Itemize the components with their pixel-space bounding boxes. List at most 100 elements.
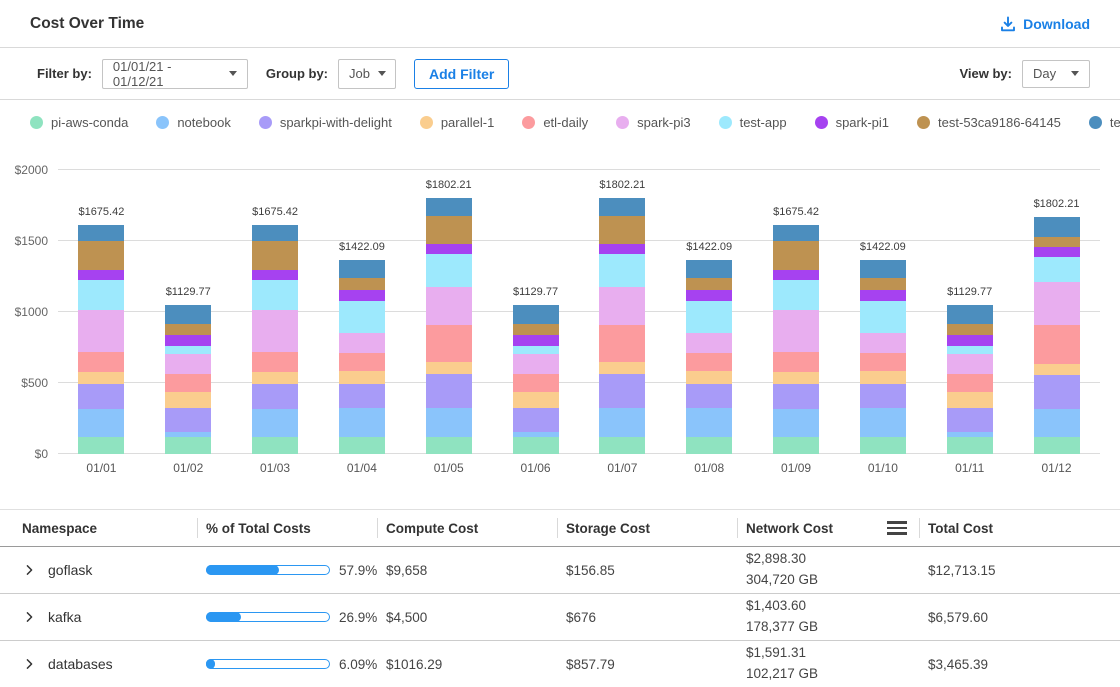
bar-segment-etl-daily[interactable] bbox=[860, 353, 906, 372]
bar-segment-pi-aws-conda[interactable] bbox=[686, 437, 732, 454]
legend-item-spark-pi3[interactable]: spark-pi3 bbox=[616, 115, 690, 130]
bar-segment-parallel-1[interactable] bbox=[860, 371, 906, 383]
bar-segment-test-pkix[interactable] bbox=[1034, 217, 1080, 237]
legend-item-pi-aws-conda[interactable]: pi-aws-conda bbox=[30, 115, 128, 130]
bar-segment-test-pkix[interactable] bbox=[513, 305, 559, 323]
group-by-select[interactable]: Job bbox=[338, 59, 396, 89]
legend-item-spark-pi1[interactable]: spark-pi1 bbox=[815, 115, 889, 130]
chevron-right-icon[interactable] bbox=[24, 658, 35, 670]
stacked-bar-01/06[interactable] bbox=[513, 305, 559, 454]
bar-segment-etl-daily[interactable] bbox=[947, 374, 993, 392]
bar-segment-notebook[interactable] bbox=[339, 408, 385, 437]
bar-segment-test-53ca9186-64145[interactable] bbox=[1034, 237, 1080, 247]
stacked-bar-01/05[interactable] bbox=[426, 198, 472, 454]
bar-segment-test-pkix[interactable] bbox=[426, 198, 472, 216]
legend-item-test-53ca9186-64145[interactable]: test-53ca9186-64145 bbox=[917, 115, 1061, 130]
bar-segment-test-pkix[interactable] bbox=[860, 260, 906, 278]
bar-segment-parallel-1[interactable] bbox=[513, 392, 559, 408]
bar-segment-test-53ca9186-64145[interactable] bbox=[860, 278, 906, 290]
bar-segment-parallel-1[interactable] bbox=[773, 372, 819, 385]
legend-item-parallel-1[interactable]: parallel-1 bbox=[420, 115, 494, 130]
bar-segment-spark-pi3[interactable] bbox=[426, 287, 472, 325]
stacked-bar-01/10[interactable] bbox=[860, 260, 906, 454]
bar-segment-notebook[interactable] bbox=[252, 409, 298, 437]
column-header-%-of-total-costs[interactable]: % of Total Costs bbox=[197, 510, 377, 546]
view-by-select[interactable]: Day bbox=[1022, 60, 1090, 88]
bar-segment-etl-daily[interactable] bbox=[426, 325, 472, 362]
bar-segment-sparkpi-with-delight[interactable] bbox=[773, 384, 819, 408]
bar-segment-test-app[interactable] bbox=[599, 254, 645, 287]
bar-segment-sparkpi-with-delight[interactable] bbox=[947, 408, 993, 432]
bar-segment-spark-pi3[interactable] bbox=[252, 310, 298, 352]
stacked-bar-01/11[interactable] bbox=[947, 305, 993, 454]
stacked-bar-01/07[interactable] bbox=[599, 198, 645, 454]
bar-segment-pi-aws-conda[interactable] bbox=[426, 437, 472, 454]
bar-segment-notebook[interactable] bbox=[599, 408, 645, 437]
bar-segment-test-app[interactable] bbox=[426, 254, 472, 287]
bar-segment-pi-aws-conda[interactable] bbox=[165, 437, 211, 454]
bar-segment-etl-daily[interactable] bbox=[252, 352, 298, 372]
column-header-storage-cost[interactable]: Storage Cost bbox=[557, 510, 737, 546]
bar-segment-test-pkix[interactable] bbox=[773, 225, 819, 241]
bar-segment-etl-daily[interactable] bbox=[599, 325, 645, 362]
bar-segment-pi-aws-conda[interactable] bbox=[339, 437, 385, 454]
bar-segment-sparkpi-with-delight[interactable] bbox=[860, 384, 906, 408]
stacked-bar-01/09[interactable] bbox=[773, 225, 819, 454]
bar-segment-sparkpi-with-delight[interactable] bbox=[1034, 375, 1080, 408]
bar-segment-notebook[interactable] bbox=[773, 409, 819, 437]
bar-segment-pi-aws-conda[interactable] bbox=[78, 437, 124, 454]
bar-segment-test-app[interactable] bbox=[78, 280, 124, 310]
add-filter-button[interactable]: Add Filter bbox=[414, 59, 509, 89]
bar-segment-etl-daily[interactable] bbox=[165, 374, 211, 392]
bar-segment-etl-daily[interactable] bbox=[513, 374, 559, 392]
bar-segment-notebook[interactable] bbox=[78, 409, 124, 437]
bar-segment-parallel-1[interactable] bbox=[339, 371, 385, 383]
table-row-databases[interactable]: databases6.09%$1016.29$857.79$1,591.3110… bbox=[0, 641, 1120, 687]
stacked-bar-01/08[interactable] bbox=[686, 260, 732, 454]
column-header-namespace[interactable]: Namespace bbox=[0, 510, 197, 546]
bar-segment-test-53ca9186-64145[interactable] bbox=[513, 324, 559, 335]
legend-item-etl-daily[interactable]: etl-daily bbox=[522, 115, 588, 130]
bar-segment-spark-pi3[interactable] bbox=[860, 333, 906, 353]
bar-segment-spark-pi3[interactable] bbox=[686, 333, 732, 353]
bar-segment-test-53ca9186-64145[interactable] bbox=[426, 216, 472, 243]
bar-segment-sparkpi-with-delight[interactable] bbox=[426, 374, 472, 408]
bar-segment-pi-aws-conda[interactable] bbox=[1034, 437, 1080, 454]
bar-segment-spark-pi1[interactable] bbox=[947, 335, 993, 346]
bar-segment-spark-pi1[interactable] bbox=[686, 290, 732, 301]
bar-segment-test-53ca9186-64145[interactable] bbox=[165, 324, 211, 335]
legend-item-notebook[interactable]: notebook bbox=[156, 115, 231, 130]
bar-segment-test-53ca9186-64145[interactable] bbox=[686, 278, 732, 290]
bar-segment-spark-pi3[interactable] bbox=[78, 310, 124, 352]
bar-segment-test-pkix[interactable] bbox=[599, 198, 645, 216]
bar-segment-etl-daily[interactable] bbox=[1034, 325, 1080, 363]
bar-segment-sparkpi-with-delight[interactable] bbox=[252, 384, 298, 408]
bar-segment-spark-pi1[interactable] bbox=[1034, 247, 1080, 257]
bar-segment-test-app[interactable] bbox=[1034, 257, 1080, 282]
bar-segment-spark-pi1[interactable] bbox=[860, 290, 906, 301]
bar-segment-pi-aws-conda[interactable] bbox=[860, 437, 906, 454]
bar-segment-spark-pi3[interactable] bbox=[1034, 282, 1080, 325]
column-header-network-cost[interactable]: Network Cost bbox=[737, 510, 919, 546]
bar-segment-test-53ca9186-64145[interactable] bbox=[78, 241, 124, 270]
bar-segment-test-pkix[interactable] bbox=[165, 305, 211, 323]
bar-segment-parallel-1[interactable] bbox=[947, 392, 993, 408]
bar-segment-test-53ca9186-64145[interactable] bbox=[252, 241, 298, 270]
column-header-compute-cost[interactable]: Compute Cost bbox=[377, 510, 557, 546]
bar-segment-parallel-1[interactable] bbox=[78, 372, 124, 385]
legend-item-test-pkix[interactable]: test-pkix bbox=[1089, 115, 1120, 130]
bar-segment-spark-pi1[interactable] bbox=[252, 270, 298, 280]
bar-segment-spark-pi3[interactable] bbox=[513, 354, 559, 374]
bar-segment-test-pkix[interactable] bbox=[686, 260, 732, 278]
bar-segment-pi-aws-conda[interactable] bbox=[947, 437, 993, 454]
bar-segment-test-app[interactable] bbox=[686, 301, 732, 333]
bar-segment-test-app[interactable] bbox=[860, 301, 906, 333]
bar-segment-parallel-1[interactable] bbox=[599, 362, 645, 374]
bar-segment-test-53ca9186-64145[interactable] bbox=[599, 216, 645, 243]
legend-item-sparkpi-with-delight[interactable]: sparkpi-with-delight bbox=[259, 115, 392, 130]
column-header-total-cost[interactable]: Total Cost bbox=[919, 510, 1120, 546]
download-button[interactable]: Download bbox=[1000, 16, 1090, 32]
bar-segment-spark-pi3[interactable] bbox=[599, 287, 645, 325]
bar-segment-notebook[interactable] bbox=[1034, 409, 1080, 437]
date-range-select[interactable]: 01/01/21 - 01/12/21 bbox=[102, 59, 248, 89]
